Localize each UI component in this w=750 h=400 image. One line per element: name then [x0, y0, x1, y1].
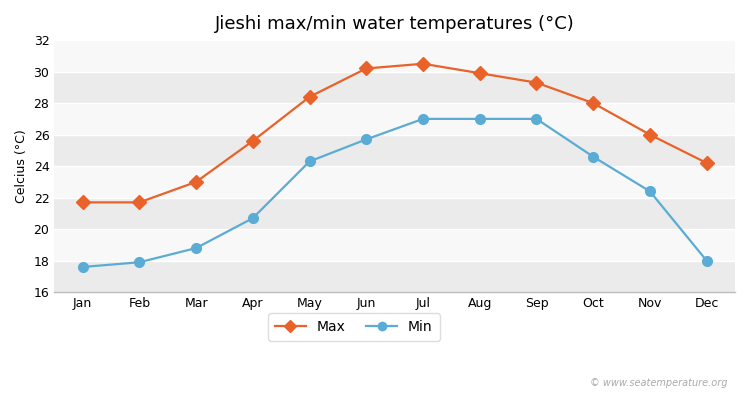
Max: [476, 71, 484, 76]
Bar: [54, 40, 735, 72]
Max: [135, 200, 144, 205]
Min: [78, 264, 87, 269]
Max: [78, 200, 87, 205]
Line: Min: Min: [78, 114, 712, 272]
Legend: Max, Min: Max, Min: [268, 313, 440, 341]
Min: [362, 137, 370, 142]
Bar: [54, 103, 735, 135]
Min: [532, 116, 541, 121]
Max: [305, 94, 314, 99]
Bar: [54, 166, 735, 198]
Min: [248, 216, 257, 220]
Max: [248, 138, 257, 143]
Min: [305, 159, 314, 164]
Min: [419, 116, 428, 121]
Min: [135, 260, 144, 265]
Max: [419, 61, 428, 66]
Bar: [54, 229, 735, 261]
Min: [589, 154, 598, 159]
Y-axis label: Celcius (°C): Celcius (°C): [15, 129, 28, 203]
Min: [702, 258, 711, 263]
Min: [191, 246, 200, 250]
Max: [589, 101, 598, 106]
Max: [532, 80, 541, 85]
Bar: [54, 135, 735, 166]
Max: [646, 132, 655, 137]
Max: [702, 160, 711, 165]
Min: [646, 189, 655, 194]
Title: Jieshi max/min water temperatures (°C): Jieshi max/min water temperatures (°C): [214, 15, 574, 33]
Bar: [54, 198, 735, 229]
Max: [362, 66, 370, 71]
Bar: [54, 72, 735, 103]
Max: [191, 180, 200, 184]
Text: © www.seatemperature.org: © www.seatemperature.org: [590, 378, 728, 388]
Min: [476, 116, 484, 121]
Bar: [54, 261, 735, 292]
Line: Max: Max: [78, 59, 712, 207]
